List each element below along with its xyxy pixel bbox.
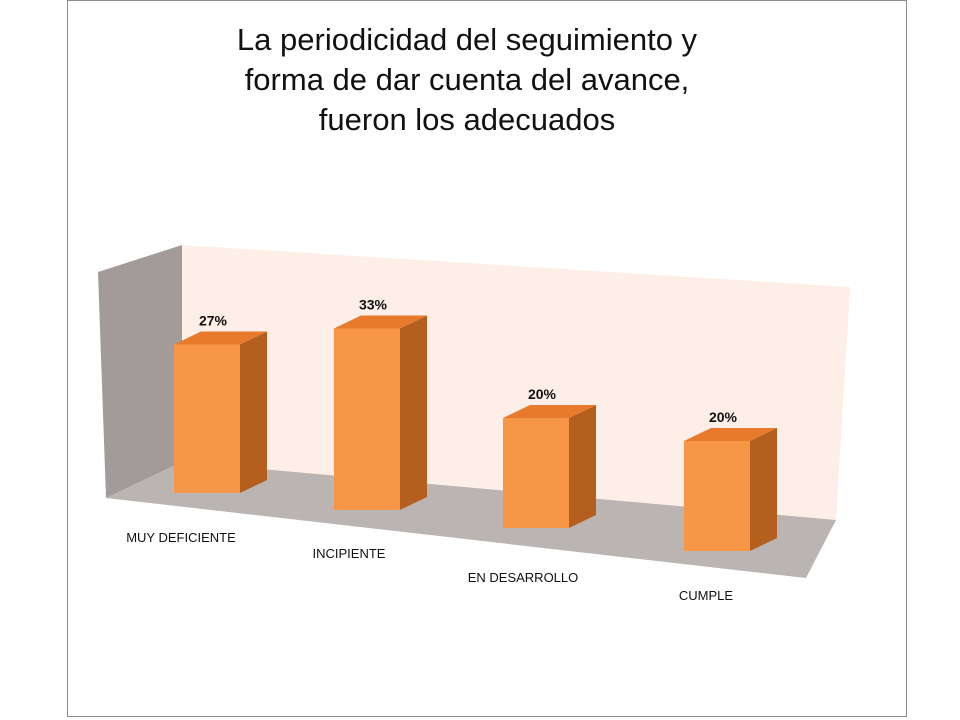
bar-top-1 xyxy=(174,331,267,345)
floor xyxy=(106,462,836,578)
bar-top-4 xyxy=(684,428,777,441)
bar-1 xyxy=(174,344,240,493)
chart-title-line-1: La periodicidad del seguimiento y xyxy=(236,22,698,57)
category-label-1: MUY DEFICIENTE xyxy=(126,530,236,545)
data-label-4: 20% xyxy=(709,409,738,425)
bar-4 xyxy=(684,441,750,551)
data-label-3: 20% xyxy=(528,386,557,402)
bar-side-1 xyxy=(240,331,267,493)
category-label-4: CUMPLE xyxy=(679,588,734,603)
chart-title: La periodicidad del seguimiento y forma … xyxy=(67,20,867,140)
data-label-2: 33% xyxy=(359,297,388,313)
bar-side-2 xyxy=(400,315,427,510)
category-label-3: EN DESARROLLO xyxy=(468,570,579,585)
category-label-2: INCIPIENTE xyxy=(313,546,386,561)
data-label-1: 27% xyxy=(199,313,228,329)
bar-2 xyxy=(334,328,400,510)
chart-title-line-3: fueron los adecuados xyxy=(318,102,616,137)
bar-3 xyxy=(503,418,569,528)
bar-top-2 xyxy=(334,315,427,329)
bar-top-3 xyxy=(503,405,596,418)
bar-side-4 xyxy=(750,428,777,551)
bar-side-3 xyxy=(569,405,596,528)
side-wall xyxy=(98,245,182,498)
chart-title-line-2: forma de dar cuenta del avance, xyxy=(244,62,690,97)
